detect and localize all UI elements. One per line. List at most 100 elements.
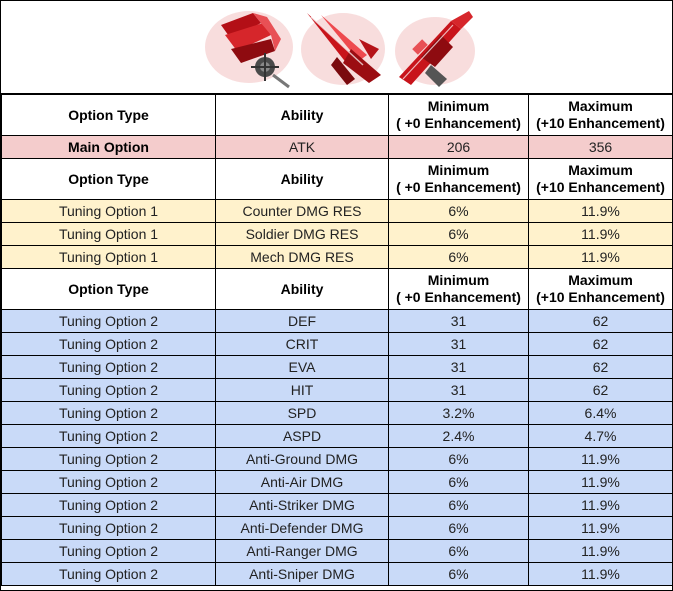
ability-cell: Anti-Striker DMG: [215, 493, 389, 517]
option-type-cell: Tuning Option 2: [1, 516, 216, 540]
minimum-cell: 6%: [388, 222, 529, 246]
maximum-cell: 6.4%: [528, 401, 673, 425]
maximum-cell: 11.9%: [528, 539, 673, 563]
ability-cell: ASPD: [215, 424, 389, 448]
minimum-cell: 31: [388, 378, 529, 402]
maximum-cell: 356: [528, 135, 673, 159]
minimum-cell: 6%: [388, 199, 529, 223]
tuning2-row: Tuning Option 2 CRIT 31 62: [1, 332, 673, 356]
header-line: Minimum: [427, 98, 490, 114]
option-type-cell: Tuning Option 2: [1, 562, 216, 586]
header-line: (+10 Enhancement): [536, 179, 665, 195]
maximum-cell: 11.9%: [528, 493, 673, 517]
ability-cell: Anti-Air DMG: [215, 470, 389, 494]
header-minimum: Minimum( +0 Enhancement): [388, 94, 529, 136]
option-type-cell: Tuning Option 2: [1, 539, 216, 563]
option-type-cell: Main Option: [1, 135, 216, 159]
maximum-cell: 11.9%: [528, 470, 673, 494]
table-header-row: Option Type Ability Minimum( +0 Enhancemen…: [1, 158, 673, 200]
option-type-cell: Tuning Option 1: [1, 199, 216, 223]
minimum-cell: 6%: [388, 245, 529, 269]
rifle-weapon-icon: [395, 11, 475, 87]
header-line: ( +0 Enhancement): [396, 179, 521, 195]
tuning2-row: Tuning Option 2 ASPD 2.4% 4.7%: [1, 424, 673, 448]
maximum-cell: 11.9%: [528, 516, 673, 540]
option-type-cell: Tuning Option 2: [1, 332, 216, 356]
ability-cell: Anti-Ranger DMG: [215, 539, 389, 563]
ability-cell: Counter DMG RES: [215, 199, 389, 223]
tuning2-row: Tuning Option 2 DEF 31 62: [1, 309, 673, 333]
minimum-cell: 6%: [388, 493, 529, 517]
ability-cell: Anti-Defender DMG: [215, 516, 389, 540]
minimum-cell: 206: [388, 135, 529, 159]
header-line: (+10 Enhancement): [536, 115, 665, 131]
option-type-cell: Tuning Option 1: [1, 222, 216, 246]
header-option-type: Option Type: [1, 268, 216, 310]
option-type-cell: Tuning Option 2: [1, 309, 216, 333]
ability-cell: EVA: [215, 355, 389, 379]
maximum-cell: 11.9%: [528, 562, 673, 586]
header-line: Minimum: [427, 272, 490, 288]
minimum-cell: 31: [388, 309, 529, 333]
table-header-row: Option Type Ability Minimum( +0 Enhancemen…: [1, 94, 673, 136]
option-type-cell: Tuning Option 2: [1, 424, 216, 448]
minimum-cell: 31: [388, 355, 529, 379]
mace-weapon-icon: [205, 11, 293, 89]
maximum-cell: 11.9%: [528, 222, 673, 246]
header-maximum: Maximum (+10 Enhancement): [528, 268, 673, 310]
header-option-type: Option Type: [1, 158, 216, 200]
minimum-cell: 6%: [388, 470, 529, 494]
ability-cell: Mech DMG RES: [215, 245, 389, 269]
option-type-cell: Tuning Option 2: [1, 355, 216, 379]
option-type-cell: Tuning Option 2: [1, 401, 216, 425]
tuning2-row: Tuning Option 2 EVA 31 62: [1, 355, 673, 379]
ability-cell: ATK: [215, 135, 389, 159]
minimum-cell: 6%: [388, 516, 529, 540]
header-line: Maximum: [568, 98, 633, 114]
header-ability: Ability: [215, 268, 389, 310]
option-type-cell: Tuning Option 2: [1, 470, 216, 494]
ability-cell: HIT: [215, 378, 389, 402]
maximum-cell: 62: [528, 355, 673, 379]
tuning2-row: Tuning Option 2 SPD 3.2% 6.4%: [1, 401, 673, 425]
minimum-cell: 6%: [388, 447, 529, 471]
header-line: Maximum: [568, 162, 633, 178]
tuning2-row: Tuning Option 2 Anti-Striker DMG 6% 11.9%: [1, 493, 673, 517]
minimum-cell: 6%: [388, 562, 529, 586]
header-ability: Ability: [215, 158, 389, 200]
header-line: Maximum: [568, 272, 633, 288]
header-ability: Ability: [215, 94, 389, 136]
tuning1-row: Tuning Option 1 Mech DMG RES 6% 11.9%: [1, 245, 673, 269]
minimum-cell: 31: [388, 332, 529, 356]
maximum-cell: 11.9%: [528, 199, 673, 223]
equipment-banner: [1, 1, 672, 95]
option-type-cell: Tuning Option 2: [1, 447, 216, 471]
table-header-row: Option Type Ability Minimum( +0 Enhancemen…: [1, 268, 673, 310]
tuning1-row: Tuning Option 1 Counter DMG RES 6% 11.9%: [1, 199, 673, 223]
minimum-cell: 6%: [388, 539, 529, 563]
tuning2-row: Tuning Option 2 Anti-Ranger DMG 6% 11.9%: [1, 539, 673, 563]
minimum-cell: 3.2%: [388, 401, 529, 425]
header-minimum: Minimum( +0 Enhancement): [388, 268, 529, 310]
ability-cell: DEF: [215, 309, 389, 333]
maximum-cell: 62: [528, 332, 673, 356]
header-line: (+10 Enhancement): [536, 289, 665, 305]
option-type-cell: Tuning Option 2: [1, 493, 216, 517]
tuning2-row: Tuning Option 2 Anti-Sniper DMG 6% 11.9%: [1, 562, 673, 586]
option-type-cell: Tuning Option 2: [1, 378, 216, 402]
ability-cell: Soldier DMG RES: [215, 222, 389, 246]
header-minimum: Minimum( +0 Enhancement): [388, 158, 529, 200]
header-maximum: Maximum (+10 Enhancement): [528, 158, 673, 200]
main-option-row: Main Option ATK 206 356: [1, 135, 673, 159]
maximum-cell: 62: [528, 378, 673, 402]
maximum-cell: 11.9%: [528, 245, 673, 269]
header-line: ( +0 Enhancement): [396, 115, 521, 131]
option-table: Option Type Ability Minimum( +0 Enhancemen…: [1, 94, 673, 586]
tuning1-row: Tuning Option 1 Soldier DMG RES 6% 11.9%: [1, 222, 673, 246]
ability-cell: SPD: [215, 401, 389, 425]
tuning2-row: Tuning Option 2 Anti-Ground DMG 6% 11.9%: [1, 447, 673, 471]
dart-weapon-icon: [301, 13, 385, 85]
tuning2-row: Tuning Option 2 Anti-Air DMG 6% 11.9%: [1, 470, 673, 494]
ability-cell: CRIT: [215, 332, 389, 356]
